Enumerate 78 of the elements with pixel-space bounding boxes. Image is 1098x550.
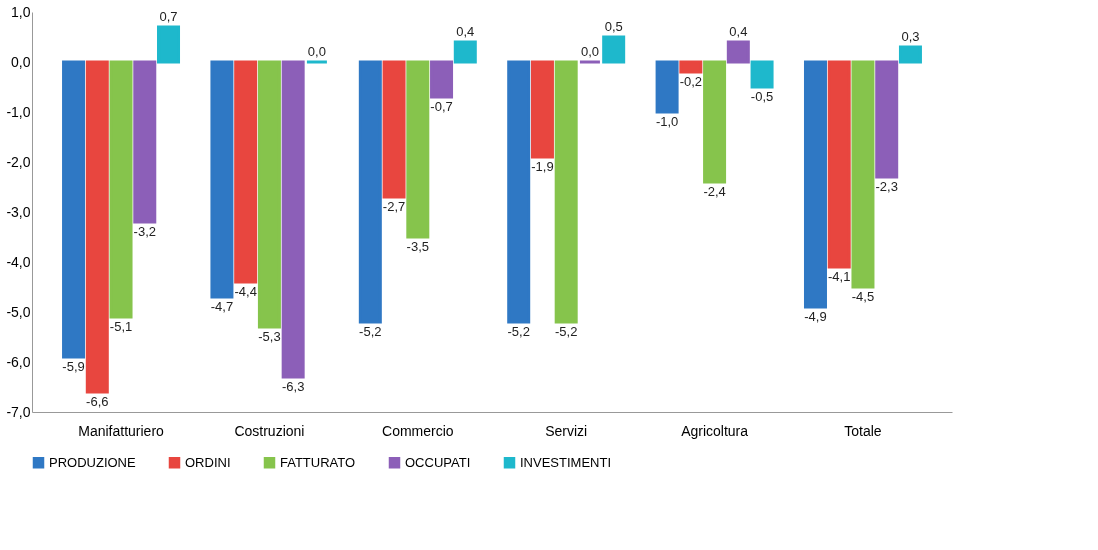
legend-label: ORDINI [185,454,231,470]
data-label: -6,3 [281,379,305,394]
bar [430,60,454,99]
bar [453,40,477,64]
x-tick-label: Costruzioni [234,422,305,439]
y-tick-label: -3,0 [6,203,31,220]
y-tick-label: -2,0 [6,153,31,170]
data-label: -1,0 [655,114,679,129]
data-label: -0,5 [750,89,774,104]
bar [281,60,305,379]
data-label: -5,2 [359,324,382,339]
data-label: -0,2 [679,74,703,89]
data-label: -5,9 [62,359,85,374]
data-label: 0,3 [901,29,920,44]
bar [85,60,109,394]
y-tick-label: 0,0 [11,53,31,70]
data-label: -4,5 [851,289,875,304]
data-label: -5,3 [258,329,281,344]
data-label: -4,1 [828,269,851,284]
data-label: 0,7 [159,9,178,24]
data-label: -2,7 [382,199,406,214]
x-tick-label: Totale [844,422,882,439]
data-label: -4,4 [234,284,257,299]
bar [62,60,86,359]
bar [750,60,774,89]
data-label: -1,9 [531,159,554,174]
bar [851,60,875,289]
bar [530,60,554,159]
bar [726,40,750,64]
data-label: -5,1 [109,319,133,334]
bar [358,60,382,324]
y-tick-label: -5,0 [6,303,31,320]
bar [703,60,727,184]
bar [157,25,181,64]
bar [898,45,922,64]
bar [655,60,679,114]
bar [234,60,258,284]
data-label: 0,4 [729,24,748,39]
x-tick-label: Servizi [545,422,588,439]
bar [827,60,851,269]
legend-label: FATTURATO [280,454,356,470]
bar [803,60,827,309]
bar [210,60,234,299]
data-label: -5,2 [554,324,578,339]
y-tick-label: -7,0 [6,403,31,420]
bar [679,60,703,74]
data-label: 0,0 [580,44,599,59]
y-tick-label: -6,0 [6,353,31,370]
bar [109,60,133,319]
data-label: -4,9 [804,309,827,324]
x-tick-label: Commercio [382,422,454,439]
data-label: 0,4 [456,24,475,39]
x-tick-label: Manifatturiero [78,422,165,439]
data-label: -2,3 [875,179,898,194]
bar [507,60,531,324]
y-tick-label: 1,0 [11,3,31,20]
data-label: -6,6 [86,394,109,409]
data-label: 0,0 [307,44,326,59]
y-tick-label: -4,0 [6,253,31,270]
data-label: 0,5 [604,19,623,34]
data-label: -0,7 [430,99,453,114]
bar [875,60,899,179]
bar [382,60,406,199]
legend-label: PRODUZIONE [49,454,136,470]
data-label: -3,2 [133,224,156,239]
y-tick-label: -1,0 [6,103,31,120]
legend-label: INVESTIMENTI [520,454,612,470]
bar [554,60,578,324]
bar [257,60,281,329]
data-label: -3,5 [406,239,430,254]
data-label: -5,2 [507,324,530,339]
bar [133,60,157,224]
bar [602,35,626,64]
x-tick-label: Agricoltura [681,422,749,439]
legend-label: OCCUPATI [405,454,471,470]
data-label: -2,4 [703,184,726,199]
bar [406,60,430,239]
data-label: -4,7 [210,299,234,314]
